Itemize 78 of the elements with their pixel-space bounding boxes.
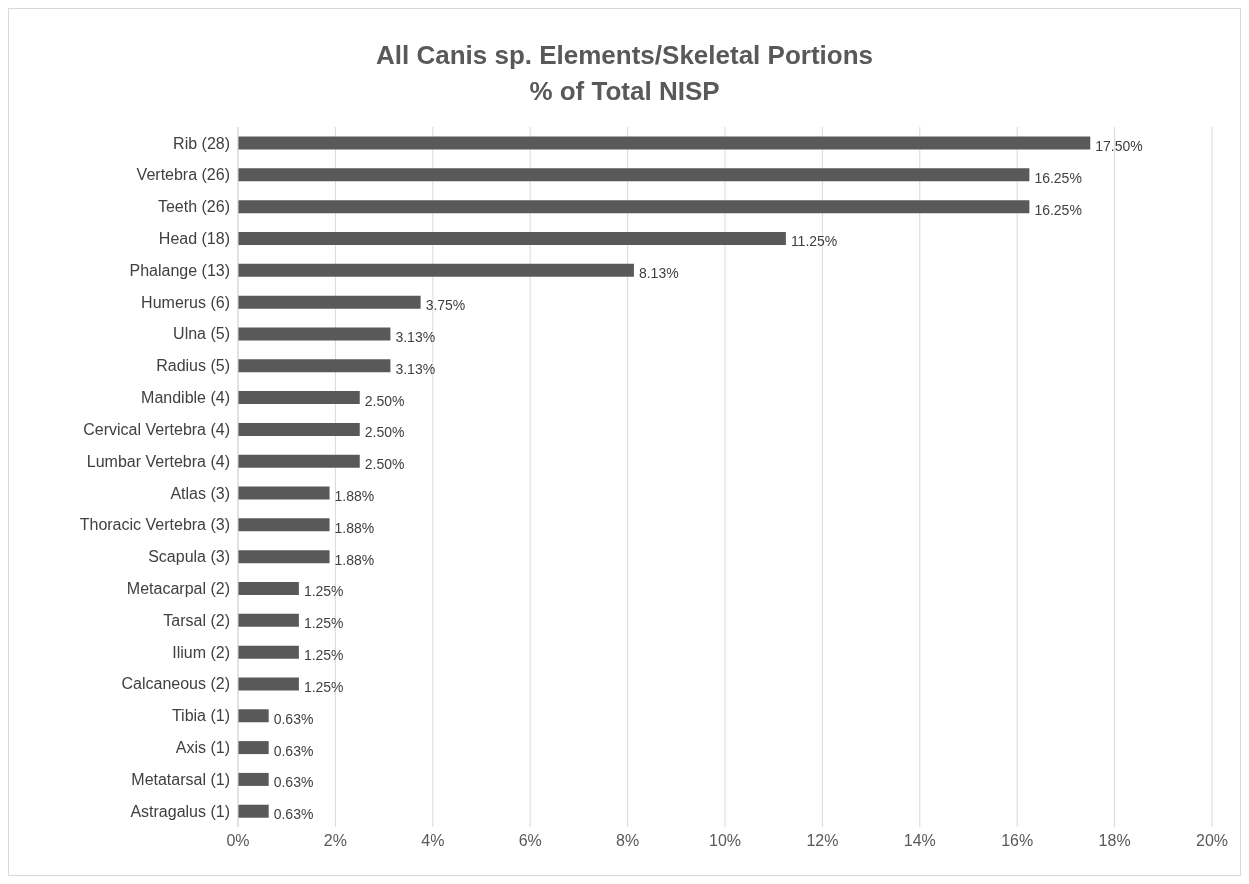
x-tick-label: 6% — [518, 832, 542, 850]
data-label: 1.88% — [334, 551, 375, 568]
x-tick-label: 4% — [421, 832, 445, 850]
data-label: 3.13% — [395, 328, 436, 345]
x-tick-label: 0% — [226, 832, 250, 850]
data-label: 0.63% — [273, 806, 314, 823]
data-label: 17.50% — [1095, 138, 1143, 155]
data-label: 1.25% — [303, 583, 344, 600]
bar — [238, 804, 269, 818]
y-tick-label: Ulna (5) — [173, 325, 230, 343]
data-label: 1.25% — [303, 647, 344, 664]
data-label: 3.13% — [395, 360, 436, 377]
x-tick-label: 14% — [903, 832, 936, 850]
bar — [238, 168, 1030, 182]
y-tick-label: Mandible (4) — [141, 389, 230, 407]
y-tick-label: Atlas (3) — [170, 484, 230, 502]
y-tick-label: Calcaneous (2) — [121, 675, 230, 693]
bar — [238, 486, 330, 500]
bar — [238, 518, 330, 532]
x-tick-label: 8% — [616, 832, 640, 850]
bar — [238, 391, 360, 405]
data-label: 2.50% — [364, 392, 405, 409]
bar — [238, 200, 1030, 214]
y-tick-label: Vertebra (26) — [136, 166, 230, 184]
bar — [238, 136, 1091, 150]
y-tick-label: Thoracic Vertebra (3) — [79, 516, 230, 534]
y-tick-label: Ilium (2) — [172, 643, 230, 661]
bar — [238, 709, 269, 723]
data-label: 1.25% — [303, 615, 344, 632]
data-label: 2.50% — [364, 456, 405, 473]
y-tick-label: Lumbar Vertebra (4) — [86, 452, 230, 470]
y-tick-label: Phalange (13) — [129, 261, 230, 279]
x-tick-label: 18% — [1098, 832, 1131, 850]
bar — [238, 645, 299, 659]
data-label: 1.25% — [303, 678, 344, 695]
y-tick-label: Scapula (3) — [148, 548, 230, 566]
bar — [238, 263, 634, 277]
bar — [238, 582, 299, 595]
y-tick-label: Metacarpal (2) — [126, 580, 230, 598]
bar — [238, 295, 421, 309]
bar — [238, 422, 360, 436]
data-label: 0.63% — [273, 774, 314, 791]
data-label: 2.50% — [364, 424, 405, 441]
bar — [238, 613, 299, 627]
y-tick-label: Tarsal (2) — [163, 611, 230, 629]
y-tick-label: Humerus (6) — [141, 293, 230, 311]
chart-title: All Canis sp. Elements/Skeletal Portions % of Total NISP — [374, 39, 874, 108]
bar — [238, 772, 269, 786]
data-label: 8.13% — [638, 265, 679, 282]
data-label: 11.25% — [790, 233, 838, 250]
bar — [238, 741, 269, 755]
data-label: 16.25% — [1034, 201, 1082, 218]
data-label: 0.63% — [273, 742, 314, 759]
bar — [238, 550, 330, 564]
data-label: 1.88% — [334, 519, 375, 536]
bar — [238, 677, 299, 691]
x-tick-label: 16% — [1001, 832, 1034, 850]
y-tick-label: Head (18) — [158, 230, 230, 248]
y-tick-label: Astragalus (1) — [130, 802, 230, 820]
y-tick-label: Tibia (1) — [171, 707, 230, 725]
y-tick-label: Rib (28) — [173, 134, 230, 152]
y-tick-label: Axis (1) — [175, 739, 230, 757]
data-label: 16.25% — [1034, 169, 1082, 186]
bar — [238, 327, 391, 341]
y-tick-label: Radius (5) — [156, 357, 230, 375]
x-tick-label: 10% — [708, 832, 742, 850]
y-tick-label: Metatarsal (1) — [131, 770, 230, 788]
y-tick-label: Cervical Vertebra (4) — [83, 420, 230, 438]
x-tick-label: 12% — [806, 832, 839, 850]
bar — [238, 232, 786, 245]
x-tick-label: 20% — [1195, 832, 1229, 850]
bar — [238, 454, 360, 468]
bar — [238, 359, 391, 373]
data-label: 0.63% — [273, 710, 314, 727]
data-label: 1.88% — [334, 488, 375, 505]
data-label: 3.75% — [425, 297, 466, 314]
y-tick-label: Teeth (26) — [157, 198, 230, 216]
x-tick-label: 2% — [323, 832, 347, 850]
